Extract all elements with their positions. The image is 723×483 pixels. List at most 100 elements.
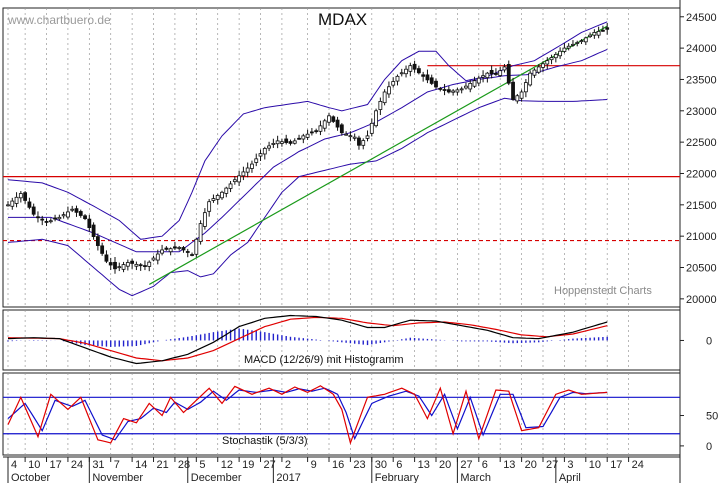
candle-body (113, 261, 117, 270)
candle-body (134, 263, 139, 267)
date-tick-label: 4 (11, 459, 17, 471)
candle-body (168, 248, 173, 253)
price-tick-label: 21500 (686, 200, 717, 212)
candle-body (301, 135, 306, 140)
date-tick-label: 27 (460, 459, 472, 471)
candle-body (476, 77, 481, 84)
candle-body (61, 214, 66, 217)
candle-body (327, 115, 331, 123)
candle-body (220, 191, 224, 199)
candle-body (558, 50, 563, 57)
date-tick-label: 13 (503, 459, 515, 471)
month-label: 2017 (276, 472, 300, 483)
candle-body (254, 158, 259, 163)
candle-body (275, 140, 280, 145)
candle-body (147, 261, 152, 267)
price-tick-label: 24000 (686, 43, 717, 55)
candle-body (425, 74, 430, 81)
candle-body (562, 47, 567, 52)
candle-body (138, 264, 143, 267)
macd-tick-label: 0 (706, 335, 712, 347)
date-tick-label: 24 (632, 459, 644, 471)
candle-body (369, 122, 374, 134)
candle-body (545, 60, 550, 65)
candle-body (532, 69, 537, 76)
candle-body (357, 137, 361, 146)
date-tick-label: 2 (285, 459, 291, 471)
candle-body (566, 45, 571, 49)
price-tick-label: 20000 (686, 294, 717, 306)
month-label: February (375, 472, 420, 483)
candle-body (83, 215, 87, 220)
month-label: November (92, 472, 143, 483)
candle-body (541, 63, 545, 68)
candle-body (6, 204, 10, 207)
date-tick-label: 19 (242, 459, 254, 471)
candle-body (472, 80, 477, 87)
candle-body (408, 65, 413, 72)
candle-body (442, 89, 447, 91)
candle-body (130, 260, 135, 264)
candle-body (596, 31, 601, 36)
candle-body (104, 254, 109, 262)
candle-body (399, 72, 404, 75)
candle-body (361, 140, 366, 146)
candle-body (198, 223, 203, 242)
stoch-panel (2, 372, 681, 456)
candle-body (271, 142, 276, 145)
stoch-k-line (7, 385, 608, 445)
candle-body (536, 66, 541, 73)
candle-body (429, 77, 434, 84)
date-tick-label: 12 (221, 459, 233, 471)
candle-body (412, 63, 417, 70)
candle-body (464, 85, 468, 89)
candle-body (494, 73, 498, 75)
candle-body (314, 130, 319, 133)
candle-body (190, 254, 194, 256)
date-tick-label: 20 (525, 459, 537, 471)
candle-body (121, 264, 126, 270)
candle-body (57, 216, 62, 220)
candle-body (344, 133, 349, 136)
candle-body (100, 245, 105, 254)
candle-body (36, 216, 40, 219)
date-tick-label: 13 (418, 459, 430, 471)
candle-body (438, 88, 443, 90)
candle-body (202, 212, 207, 227)
month-label: October (11, 472, 50, 483)
stoch-title: Stochastik (5/3/3) (222, 435, 308, 447)
candle-body (391, 81, 396, 86)
candle-body (434, 80, 438, 88)
price-tick-label: 23000 (686, 106, 717, 118)
candle-body (553, 53, 558, 59)
candle-body (14, 196, 19, 204)
date-tick-label: 17 (50, 459, 62, 471)
date-tick-label: 17 (610, 459, 622, 471)
watermark: www.chartbuero.de (7, 13, 111, 27)
candle-body (125, 262, 130, 267)
month-label: March (460, 472, 491, 483)
candle-body (267, 145, 271, 149)
candle-body (10, 200, 15, 207)
candle-body (241, 171, 246, 177)
candle-body (143, 265, 147, 267)
price-tick-label: 23500 (686, 74, 717, 86)
candle-body (211, 198, 216, 201)
candle-body (485, 72, 490, 78)
price-tick-label: 21000 (686, 231, 717, 243)
candle-body (151, 257, 156, 261)
price-panel (2, 7, 681, 308)
candle-body (258, 153, 263, 157)
candle-body (117, 266, 122, 269)
candle-body (416, 68, 421, 74)
date-tick-label: 20 (439, 459, 451, 471)
candle-body (78, 211, 83, 216)
candle-body (352, 136, 357, 139)
date-tick-label: 21 (157, 459, 169, 471)
candle-body (318, 125, 323, 132)
date-tick-label: 5 (199, 459, 205, 471)
candle-body (194, 238, 199, 255)
candle-body (224, 187, 229, 194)
candle-body (322, 120, 327, 129)
